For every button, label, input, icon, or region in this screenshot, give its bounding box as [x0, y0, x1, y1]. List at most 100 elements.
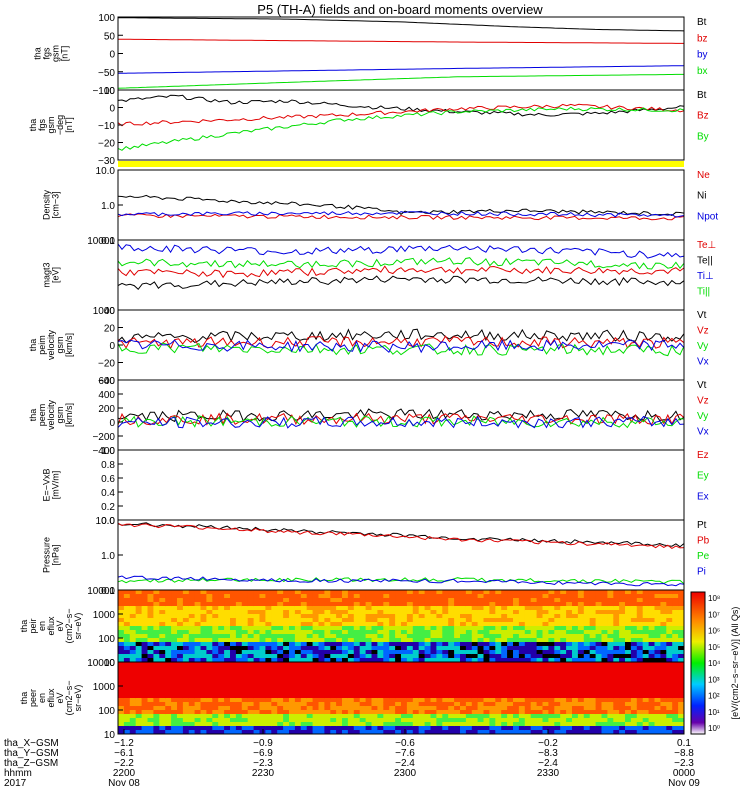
spectrogram-cell [625, 614, 632, 619]
spectrogram-cell [572, 614, 579, 619]
spectrogram-cell [324, 722, 331, 727]
spectrogram-cell [253, 666, 260, 671]
spectrogram-cell [200, 674, 207, 679]
spectrogram-cell [625, 598, 632, 603]
spectrogram-cell [660, 730, 667, 735]
spectrogram-cell [300, 606, 308, 611]
spectrogram-cell [259, 598, 266, 603]
spectrogram-cell [619, 682, 626, 687]
spectrogram-cell [206, 622, 213, 627]
spectrogram-cell [489, 698, 496, 703]
series-line-By [117, 106, 685, 151]
spectrogram-cell [324, 690, 331, 695]
spectrogram-cell [135, 658, 143, 663]
spectrogram-cell [501, 666, 508, 671]
spectrogram-cell [123, 638, 131, 643]
spectrogram-cell [165, 674, 172, 679]
spectrogram-cell [129, 602, 137, 607]
spectrogram-cell [235, 686, 243, 691]
spectrogram-cell [460, 642, 467, 647]
spectrogram-cell [601, 590, 608, 595]
x-tick-value: −0.9 [253, 738, 273, 749]
spectrogram-cell [636, 710, 644, 715]
spectrogram-cell [265, 698, 272, 703]
spectrogram-cell [218, 642, 225, 647]
spectrogram-cell [147, 618, 154, 623]
spectrogram-cell [177, 630, 184, 635]
spectrogram-cell [625, 698, 632, 703]
spectrogram-cell [460, 626, 467, 631]
spectrogram-cell [625, 718, 632, 723]
spectrogram-cell [300, 722, 308, 727]
spectrogram-cell [171, 610, 178, 615]
spectrogram-cell [283, 670, 290, 675]
spectrogram-cell [247, 718, 255, 723]
spectrogram-cell [389, 630, 396, 635]
spectrogram-cell [401, 670, 408, 675]
spectrogram-cell [554, 662, 561, 667]
spectrogram-cell [271, 678, 278, 683]
spectrogram-cell [147, 662, 154, 667]
x-tick-value: 2300 [394, 768, 417, 779]
spectrogram-cell [507, 622, 514, 627]
spectrogram-cell [448, 666, 455, 671]
spectrogram-cell [477, 710, 484, 715]
spectrogram-cell [147, 634, 154, 639]
spectrogram-cell [118, 706, 125, 711]
spectrogram-cell [548, 594, 555, 599]
spectrogram-cell [306, 674, 314, 679]
spectrogram-cell [412, 642, 420, 647]
spectrogram-cell [642, 606, 650, 611]
spectrogram-cell [135, 614, 143, 619]
spectrogram-cell [566, 626, 573, 631]
spectrogram-cell [619, 670, 626, 675]
spectrogram-cell [135, 650, 143, 655]
spectrogram-cell [165, 682, 172, 687]
spectrogram-cell [153, 674, 160, 679]
spectrogram-cell [430, 670, 437, 675]
spectrogram-cell [212, 646, 219, 651]
spectrogram-cell [359, 702, 367, 707]
spectrogram-cell [389, 722, 396, 727]
spectrogram-cell [336, 726, 343, 731]
spectrogram-cell [513, 730, 520, 735]
spectrogram-cell [418, 606, 426, 611]
series-line-Ti|| [117, 257, 685, 270]
x-tick-value: −8.8 [674, 748, 694, 759]
spectrogram-cell [536, 722, 543, 727]
spectrogram-cell [666, 730, 673, 735]
spectrogram-cell [536, 614, 543, 619]
spectrogram-cell [483, 606, 490, 611]
spectrogram-cell [477, 646, 484, 651]
spectrogram-cell [212, 658, 219, 663]
spectrogram-cell [141, 718, 148, 723]
spectrogram-cell [306, 678, 314, 683]
spectrogram-cell [118, 686, 125, 691]
spectrogram-cell [141, 598, 148, 603]
spectrogram-cell [630, 590, 638, 595]
spectrogram-cell [277, 670, 284, 675]
spectrogram-cell [159, 654, 166, 659]
spectrogram-cell [678, 702, 685, 707]
spectrogram-cell [436, 694, 443, 699]
spectrogram-cell [247, 598, 255, 603]
spectrogram-cell [118, 694, 125, 699]
spectrogram-cell [359, 638, 367, 643]
spectrogram-cell [342, 598, 349, 603]
spectrogram-cell [613, 730, 620, 735]
spectrogram-cell [194, 730, 201, 735]
spectrogram-cell [524, 674, 532, 679]
spectrogram-cell [401, 710, 408, 715]
spectrogram-cell [507, 682, 514, 687]
spectrogram-cell [589, 650, 597, 655]
spectrogram-cell [123, 646, 131, 651]
spectrogram-cell [165, 646, 172, 651]
spectrogram-cell [619, 606, 626, 611]
spectrogram-cell [123, 658, 131, 663]
spectrogram-cell [566, 682, 573, 687]
spectrogram-cell [530, 650, 538, 655]
spectrogram-cell [513, 686, 520, 691]
spectrogram-cell [235, 670, 243, 675]
